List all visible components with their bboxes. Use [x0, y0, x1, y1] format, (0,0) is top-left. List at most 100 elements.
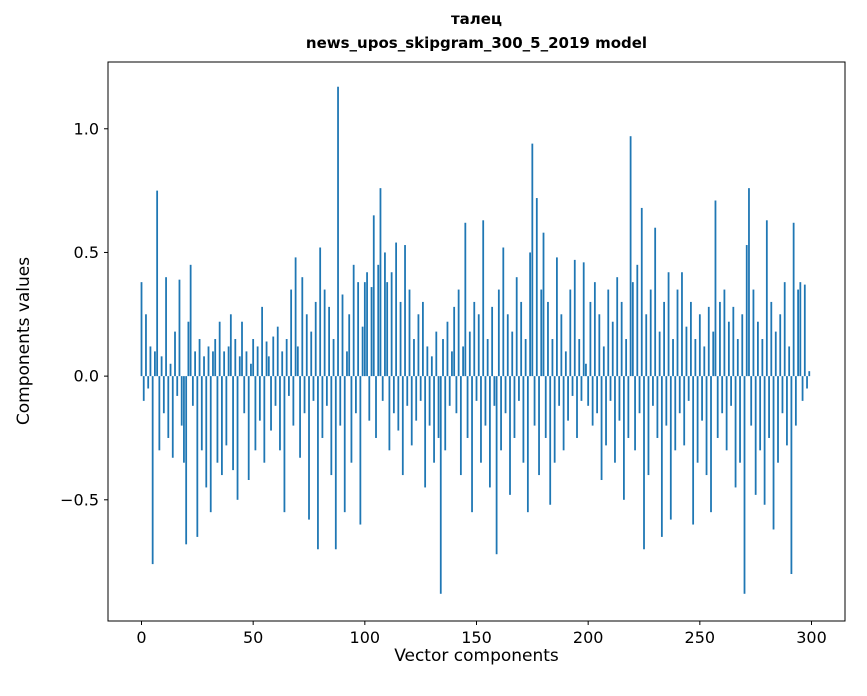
bar: [754, 376, 757, 495]
bar: [214, 339, 217, 377]
bar: [366, 272, 368, 377]
bar: [209, 376, 212, 513]
bar: [236, 376, 239, 500]
bar: [294, 257, 297, 377]
bar: [656, 376, 659, 438]
bar: [160, 356, 163, 377]
bar: [578, 339, 581, 377]
bar: [140, 282, 143, 377]
bar: [433, 376, 435, 463]
bar: [694, 339, 697, 377]
bar: [587, 376, 590, 406]
bar: [377, 264, 380, 377]
bar: [531, 143, 534, 377]
bar: [741, 314, 744, 377]
x-tick-label: 50: [243, 628, 263, 647]
bar: [502, 247, 505, 377]
bar: [388, 376, 391, 451]
bar: [515, 277, 518, 377]
bar: [480, 376, 482, 463]
bar: [399, 301, 402, 377]
bar: [685, 326, 688, 377]
bar: [250, 363, 252, 377]
bar: [649, 289, 652, 377]
bar: [196, 376, 199, 537]
bar: [730, 376, 732, 406]
bar: [743, 376, 746, 594]
bar: [464, 222, 467, 377]
x-tick-label: 150: [461, 628, 492, 647]
bar: [258, 376, 261, 421]
bar: [312, 376, 315, 401]
bar: [174, 331, 176, 377]
bar: [732, 306, 735, 377]
bar: [185, 376, 188, 545]
bar: [638, 376, 641, 414]
bar: [281, 351, 284, 377]
bar: [549, 376, 552, 505]
bar: [317, 376, 319, 550]
bar: [330, 376, 333, 476]
bar: [799, 282, 802, 377]
bar: [636, 264, 639, 377]
bar: [777, 376, 779, 463]
bar: [341, 294, 344, 377]
bar: [459, 376, 462, 476]
bar: [631, 282, 634, 377]
bar: [229, 314, 232, 377]
bar: [189, 264, 192, 377]
bar: [180, 376, 183, 426]
bar: [551, 339, 554, 377]
bar: [560, 314, 563, 377]
bar: [482, 220, 485, 377]
bar: [658, 331, 661, 377]
bar: [806, 376, 808, 389]
bar: [801, 376, 804, 401]
bar: [442, 339, 444, 377]
bar: [493, 376, 496, 406]
bar: [698, 314, 701, 377]
bar: [748, 188, 750, 377]
bar: [332, 339, 335, 377]
bar: [672, 339, 674, 377]
bar: [151, 376, 154, 565]
bar: [654, 227, 657, 377]
bar: [303, 376, 306, 414]
bar: [676, 289, 679, 377]
y-tick-label: 0.0: [74, 367, 99, 386]
x-tick-label: 0: [136, 628, 146, 647]
bar: [761, 339, 764, 377]
bar: [375, 376, 377, 438]
y-tick-label: 0.5: [74, 243, 99, 262]
bar: [495, 376, 498, 555]
bar: [350, 376, 353, 463]
bar: [372, 215, 375, 377]
bar: [623, 376, 625, 500]
bar: [497, 289, 500, 377]
bar: [707, 306, 710, 377]
bar: [797, 289, 799, 377]
bar: [705, 376, 708, 476]
bar: [292, 376, 295, 426]
bar: [716, 376, 719, 438]
bar: [274, 376, 277, 406]
bar: [395, 242, 397, 377]
bar: [252, 339, 255, 377]
bar: [757, 321, 759, 377]
bar: [323, 289, 326, 377]
bar: [605, 376, 607, 446]
bar: [712, 331, 715, 377]
bar: [600, 376, 603, 481]
bar: [573, 259, 576, 377]
bar: [509, 376, 511, 495]
bar: [299, 376, 301, 458]
bar: [576, 376, 578, 438]
bar: [270, 376, 272, 431]
bar: [696, 376, 699, 463]
bar: [772, 376, 775, 530]
bar: [616, 277, 619, 377]
bar: [500, 376, 502, 451]
bar: [457, 289, 460, 377]
bar: [629, 136, 632, 377]
